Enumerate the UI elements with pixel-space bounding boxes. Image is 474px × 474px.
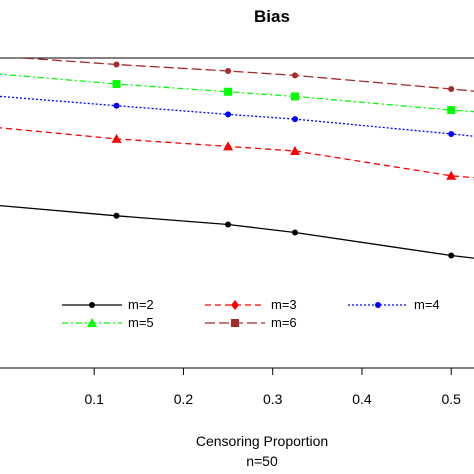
series-line (13, 58, 474, 92)
legend-marker (231, 300, 239, 310)
data-point (448, 252, 455, 259)
data-point (112, 80, 121, 89)
series-layer (0, 58, 474, 259)
plot-box (0, 57, 474, 369)
data-point (113, 102, 120, 109)
legend-marker (87, 318, 97, 327)
legend: m=2 m=3 m=4 m=5 m=6 (62, 297, 440, 330)
data-point (223, 141, 234, 151)
data-point (225, 221, 232, 228)
legend-item-m=5: m=5 (62, 315, 154, 330)
legend-marker (231, 319, 239, 327)
series-m=2 (0, 204, 474, 259)
data-point (113, 61, 120, 68)
data-point (225, 111, 232, 118)
series-line (0, 127, 474, 179)
x-tick-label: 0.4 (352, 391, 372, 407)
x-tick-label: 0.3 (263, 391, 283, 407)
data-point (292, 72, 299, 79)
data-point (111, 133, 122, 143)
legend-item-m=2: m=2 (62, 297, 154, 312)
series-m=5 (0, 73, 474, 115)
legend-label: m=6 (271, 315, 297, 330)
series-line (0, 204, 474, 259)
x-axis: 0.1 0.2 0.3 0.4 0.5 (84, 368, 461, 407)
data-point (224, 87, 233, 96)
data-point (446, 170, 457, 180)
series-m=6 (13, 58, 474, 92)
data-point (225, 68, 232, 75)
x-tick-label: 0.2 (174, 391, 194, 407)
plot-frame (0, 57, 474, 369)
data-point (290, 146, 301, 155)
legend-marker (375, 302, 381, 308)
data-point (448, 86, 455, 92)
legend-label: m=4 (414, 297, 440, 312)
legend-item-m=3: m=3 (205, 297, 297, 312)
legend-item-m=4: m=4 (348, 297, 440, 312)
data-point (292, 116, 299, 123)
chart-title: Bias (254, 7, 290, 26)
data-point (448, 130, 455, 137)
legend-item-m=6: m=6 (205, 315, 297, 330)
legend-marker (89, 302, 95, 308)
legend-label: m=2 (128, 297, 154, 312)
series-m=4 (0, 95, 474, 137)
data-point (292, 229, 299, 236)
x-axis-label: Censoring Proportion (196, 433, 328, 449)
legend-label: m=3 (271, 297, 297, 312)
x-axis-subtitle: n=50 (246, 453, 278, 469)
series-line (0, 95, 474, 137)
series-line (0, 73, 474, 113)
series-m=3 (0, 127, 474, 180)
x-tick-label: 0.5 (441, 391, 461, 407)
data-point (291, 92, 300, 101)
data-point (447, 106, 456, 115)
data-point (113, 212, 120, 219)
x-tick-label: 0.1 (84, 391, 104, 407)
legend-label: m=5 (128, 315, 154, 330)
